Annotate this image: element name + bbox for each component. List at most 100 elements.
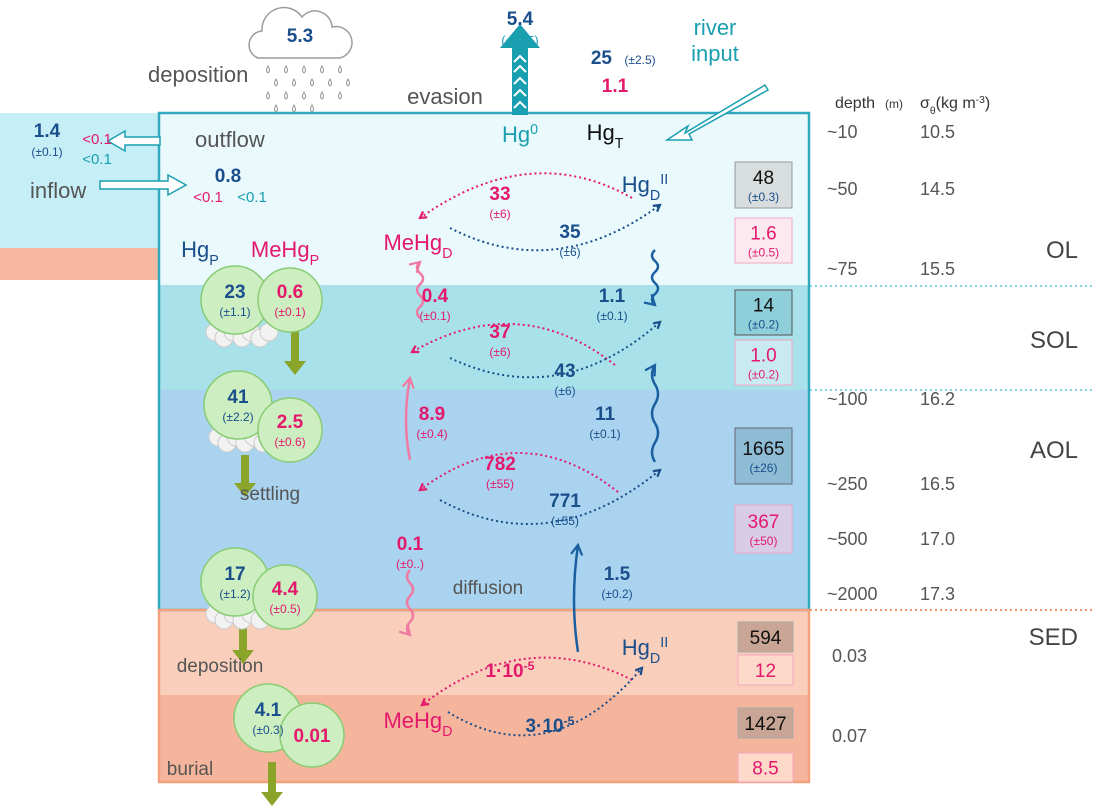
settling-arrow	[232, 622, 254, 664]
label: ~100	[827, 389, 868, 409]
label: <0.1	[82, 151, 112, 168]
label: 43	[554, 361, 575, 382]
rain-drop	[320, 91, 324, 100]
outflow-arrow	[106, 129, 161, 153]
text-part: 3·10	[525, 716, 563, 737]
rain-drop	[328, 78, 332, 87]
layer-name: AOL	[1030, 437, 1078, 464]
label: ~250	[827, 474, 868, 494]
label: 17	[224, 564, 245, 585]
label: 17.3	[920, 584, 955, 604]
label: 0.07	[832, 726, 867, 746]
label: 48	[753, 168, 774, 189]
rain-drop	[302, 91, 306, 100]
label: Hg0	[502, 122, 538, 147]
label: ~50	[827, 179, 858, 199]
supscript: -5	[524, 659, 535, 673]
label: 3·10-5	[525, 714, 574, 737]
inventory-box	[734, 339, 793, 386]
label: 1.5	[604, 564, 631, 585]
inventory-box	[734, 427, 793, 485]
label: (±0.2)	[748, 318, 779, 332]
label: (±0.1)	[596, 309, 627, 323]
label: 771	[549, 491, 581, 512]
supscript: 0	[530, 122, 538, 138]
settling-arrow	[234, 455, 256, 497]
rain-drop	[346, 78, 350, 87]
rain-drop	[266, 91, 270, 100]
text-part: )	[985, 95, 990, 112]
label: 2.5	[277, 412, 304, 433]
subscript: θ	[930, 106, 936, 117]
inventory-box	[734, 161, 793, 209]
label: 41	[227, 387, 249, 408]
label: diffusion	[453, 578, 523, 599]
label: 1665	[742, 439, 784, 460]
text-part: Hg	[587, 120, 615, 145]
label: 35	[559, 222, 581, 243]
label: 1.4	[34, 121, 61, 142]
particulate-pool	[252, 564, 318, 630]
settling-arrow	[261, 762, 283, 806]
label: 367	[748, 512, 780, 533]
label: inflow	[30, 178, 86, 203]
label: (±0..)	[396, 557, 424, 571]
rain-drop	[274, 78, 278, 87]
label: 0.03	[832, 646, 867, 666]
particulate-pool	[257, 397, 323, 463]
inventory-box	[737, 707, 794, 739]
label: 594	[750, 628, 782, 649]
label: <0.1	[82, 131, 112, 148]
label: 4.4	[272, 579, 299, 600]
hg-downward-flux	[643, 249, 660, 307]
label: 23	[224, 282, 245, 303]
label: 1427	[744, 714, 786, 735]
label: 1.1	[599, 286, 626, 307]
label: (m)	[885, 97, 903, 111]
label: deposition	[148, 62, 248, 87]
hg-upward-flux	[570, 542, 584, 653]
label: (±6)	[489, 345, 510, 359]
label: HgP	[181, 237, 219, 269]
label: HgDII	[622, 172, 668, 204]
label: burial	[167, 759, 213, 780]
label: (±0.6)	[274, 435, 305, 449]
label: (±0.3)	[252, 723, 283, 737]
label: (±26)	[750, 461, 778, 475]
label: (±2.2)	[222, 410, 253, 424]
rain-drop	[302, 65, 306, 74]
supscript: -3	[976, 95, 985, 106]
label: MeHgD	[383, 230, 452, 262]
inventory-box	[734, 504, 793, 554]
label: 25	[591, 48, 613, 69]
inflow-arrow	[99, 173, 188, 197]
label: 0.1	[397, 534, 424, 555]
label: (±6)	[489, 207, 510, 221]
label: input	[691, 41, 739, 66]
label: 1·10-5	[485, 659, 534, 682]
label: (±0.5)	[269, 602, 300, 616]
label: 4.1	[255, 700, 282, 721]
label: 11	[595, 404, 616, 425]
label: 33	[489, 184, 510, 205]
label: MeHgP	[251, 237, 319, 269]
label: 14	[753, 296, 775, 317]
label: 16.2	[920, 389, 955, 409]
label: 5.3	[287, 26, 313, 47]
label: ~10	[827, 122, 858, 142]
label: 0.4	[422, 286, 449, 307]
label: 5.4	[507, 9, 534, 30]
layer-name: OL	[1046, 237, 1078, 264]
demethylation-arc	[439, 470, 660, 525]
label: ~500	[827, 529, 868, 549]
subscript: D	[442, 724, 452, 740]
label: σθ(kg m-3)	[920, 95, 990, 117]
rain-drop	[338, 91, 342, 100]
label: 12	[755, 661, 776, 682]
label: <0.1	[193, 189, 223, 206]
layer-name: SOL	[1030, 327, 1078, 354]
label: 16.5	[920, 474, 955, 494]
label: HgDII	[622, 635, 668, 667]
label: depth	[835, 95, 875, 112]
